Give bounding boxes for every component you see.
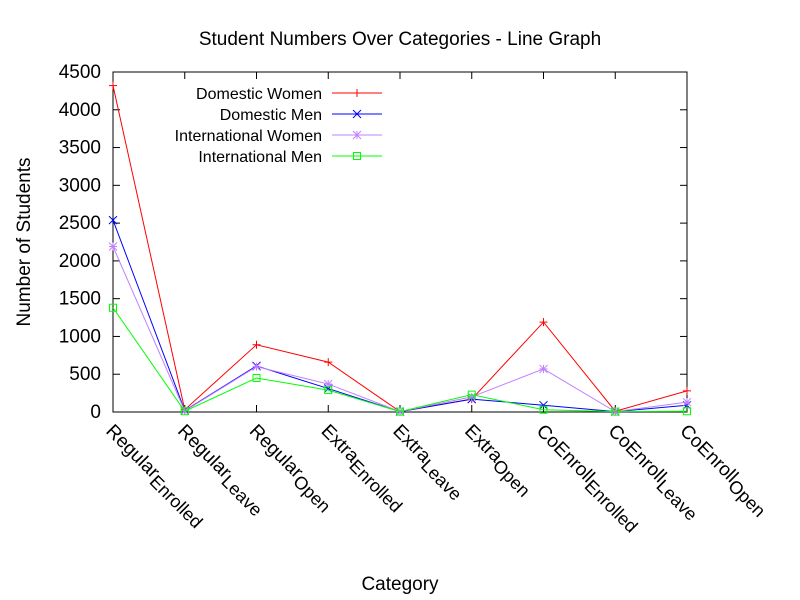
data-point xyxy=(324,386,333,395)
data-point xyxy=(109,81,117,90)
plot-area: 0 500 1000 1500 2000 2500 3000 3500 4000 4500 Regu… xyxy=(59,62,770,537)
marker-square xyxy=(180,407,189,416)
legend-entry: Domestic Men xyxy=(220,107,382,124)
series-line xyxy=(112,219,688,413)
data-point xyxy=(109,303,117,312)
data-point xyxy=(682,397,692,407)
data-point xyxy=(683,386,691,395)
x-tick-label-sub: Open xyxy=(489,456,534,501)
y-tick-label: 2000 xyxy=(59,251,101,272)
x-tick-label-base: Regular xyxy=(245,421,307,483)
x-tick-label-base: Regular xyxy=(173,421,235,483)
y-axis-label: Number of Students xyxy=(14,158,35,327)
plot-frame xyxy=(112,71,688,413)
y-tick-label: 3500 xyxy=(59,138,101,159)
x-tick-label-sub: Leave xyxy=(417,456,466,505)
marker-square xyxy=(252,374,261,382)
data-point xyxy=(611,407,620,416)
marker-square xyxy=(324,386,333,395)
y-tick-label: 0 xyxy=(90,402,101,423)
x-tick-label-sub: Enrolled xyxy=(581,476,642,537)
marker-square xyxy=(539,405,548,414)
data-point xyxy=(108,242,118,251)
x-tick-label-base: CoEnroll xyxy=(604,421,670,487)
marker-stroke xyxy=(539,364,548,374)
marker-stroke xyxy=(323,384,333,393)
marker-square xyxy=(611,407,620,416)
x-axis-label: Category xyxy=(361,574,439,595)
x-tick-label-sub: Open xyxy=(724,476,769,521)
legend-label: Domestic Men xyxy=(220,107,322,124)
y-tick-label: 1000 xyxy=(59,326,101,347)
series-line xyxy=(112,246,688,413)
x-tick-label-base: CoEnroll xyxy=(532,421,598,487)
series-line xyxy=(112,307,688,413)
x-tick-label-sub: Leave xyxy=(652,476,701,525)
legend-entry: Domestic Women xyxy=(196,86,382,103)
series-international-men xyxy=(109,303,691,416)
x-tick-label-base: Regular xyxy=(101,421,163,483)
data-point xyxy=(353,89,361,97)
marker-stroke xyxy=(108,215,118,225)
data-point xyxy=(539,400,548,410)
x-tick-label-text: ExtraLeave xyxy=(386,421,470,505)
data-point xyxy=(252,340,261,349)
data-point xyxy=(180,407,189,416)
y-tick-label: 4000 xyxy=(59,100,101,121)
x-tick-label-base: CoEnroll xyxy=(675,421,741,487)
marker-square xyxy=(683,407,691,416)
data-point xyxy=(252,374,261,382)
data-point xyxy=(352,109,362,119)
x-tick-label: ExtraLeave xyxy=(386,421,470,505)
marker-stroke xyxy=(108,242,118,251)
marker-stroke xyxy=(682,397,692,407)
data-point xyxy=(467,392,477,402)
marker-stroke xyxy=(352,130,362,140)
x-tick-label-sub: Open xyxy=(289,471,334,516)
y-tick-label: 2500 xyxy=(59,213,101,234)
data-point xyxy=(108,215,118,225)
marker-square xyxy=(109,303,117,312)
x-tick-label-sub: Enrolled xyxy=(345,456,406,517)
data-point xyxy=(539,318,548,327)
y-tick-label: 4500 xyxy=(59,62,101,83)
marker-stroke xyxy=(467,392,477,402)
marker-square xyxy=(353,152,361,160)
x-tick-label-sub: Enrolled xyxy=(146,471,207,532)
y-tick-label: 1500 xyxy=(59,289,101,310)
data-point xyxy=(396,407,404,416)
marker-stroke xyxy=(352,109,362,119)
marker-square xyxy=(396,407,404,416)
chart-title: Student Numbers Over Categories - Line G… xyxy=(199,29,601,50)
y-tick-label: 3000 xyxy=(59,175,101,196)
series-domestic-men xyxy=(108,215,692,416)
legend-label: Domestic Women xyxy=(196,86,322,103)
data-point xyxy=(352,130,362,140)
series-international-women xyxy=(108,242,692,416)
legend-label: International Women xyxy=(175,128,322,145)
data-point xyxy=(252,362,261,372)
y-tick-label: 500 xyxy=(69,364,101,385)
legend-entry: International Men xyxy=(198,149,382,166)
data-point xyxy=(324,358,333,367)
marker-stroke xyxy=(252,362,261,372)
data-point xyxy=(683,407,691,416)
data-point xyxy=(353,152,361,160)
data-point xyxy=(539,405,548,414)
data-point xyxy=(467,390,476,399)
legend-label: International Men xyxy=(198,149,322,166)
marker-square xyxy=(467,390,476,399)
x-tick-label: ExtraOpen xyxy=(457,421,537,501)
legend-entry: International Women xyxy=(175,128,382,145)
x-tick-label-sub: Leave xyxy=(217,471,266,520)
data-point xyxy=(539,364,548,374)
x-tick-label-text: ExtraOpen xyxy=(457,421,537,501)
marker-stroke xyxy=(539,400,548,410)
